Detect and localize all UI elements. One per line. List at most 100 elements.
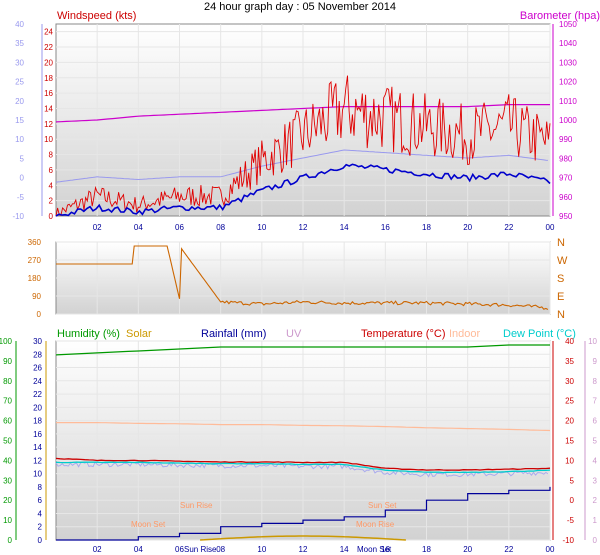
time-tick: 06 xyxy=(175,545,184,554)
dewpoint-line xyxy=(55,461,551,474)
compass-tick: E xyxy=(557,291,564,303)
barometer-tick: 970 xyxy=(559,174,573,183)
temperature-tick: 25 xyxy=(565,397,574,406)
legend-indoor: Indoor xyxy=(449,328,481,340)
axis-sun-moon-labels: Sun Rise Moon Set xyxy=(184,545,392,554)
uv-tick: 9 xyxy=(593,357,598,366)
humidity-line xyxy=(55,344,550,356)
wind-ghost-line xyxy=(55,149,548,183)
time-tick: 14 xyxy=(340,223,349,232)
solar-tick: 2 xyxy=(38,523,43,532)
temperature-tick: 5 xyxy=(570,476,575,485)
humidity-tick: 80 xyxy=(3,377,12,386)
temperature-tick: 30 xyxy=(565,377,574,386)
humidity-tick: 90 xyxy=(3,357,12,366)
wind-secondary-tick: 25 xyxy=(15,78,24,87)
solar-tick: 14 xyxy=(33,443,42,452)
uv-tick: 6 xyxy=(593,417,598,426)
solar-tick: 8 xyxy=(38,483,43,492)
time-tick: 20 xyxy=(463,545,472,554)
time-tick: 12 xyxy=(299,223,308,232)
humidity-tick: 0 xyxy=(8,536,13,545)
solar-tick: 24 xyxy=(33,377,42,386)
uv-tick: 2 xyxy=(593,496,598,505)
uv-tick: 8 xyxy=(593,377,598,386)
solar-tick: 20 xyxy=(33,403,42,412)
indoor-line xyxy=(56,422,551,432)
time-tick: 22 xyxy=(504,223,513,232)
barometer-axis-label: Barometer (hpa) xyxy=(520,10,600,22)
barometer-tick: 960 xyxy=(559,193,573,202)
climate-series xyxy=(55,344,551,541)
humidity-tick: 100 xyxy=(0,337,13,346)
uv-tick: 1 xyxy=(593,516,598,525)
windspeed-tick: 14 xyxy=(44,104,53,113)
solar-tick: 22 xyxy=(33,390,42,399)
wind-secondary-tick: 20 xyxy=(15,97,24,106)
wind-secondary-ticks: -10 -5 0 5 10 15 20 25 30 35 40 xyxy=(12,20,24,221)
wind-secondary-tick: 10 xyxy=(15,135,24,144)
humidity-ticks: 0 10 20 30 40 50 60 70 80 90 100 xyxy=(0,337,13,545)
time-tick: 12 xyxy=(299,545,308,554)
solar-tick: 26 xyxy=(33,364,42,373)
uv-tick: 10 xyxy=(588,337,597,346)
time-tick: 06 xyxy=(175,223,184,232)
time-tick: 18 xyxy=(422,223,431,232)
barometer-tick: 1040 xyxy=(559,39,577,48)
legend-uv: UV xyxy=(286,328,302,340)
chart-title: 24 hour graph day : 05 November 2014 xyxy=(204,1,396,13)
humidity-tick: 60 xyxy=(3,417,12,426)
barometer-line xyxy=(55,104,550,123)
wind-secondary-tick: 15 xyxy=(15,116,24,125)
compass-tick: S xyxy=(557,273,564,285)
temperature-tick: 20 xyxy=(565,417,574,426)
wind-average-line xyxy=(55,163,551,217)
windspeed-axis-label: Windspeed (kts) xyxy=(57,10,136,22)
legend-temperature: Temperature (°C) xyxy=(361,328,445,340)
wind-secondary-tick: 0 xyxy=(20,174,25,183)
windspeed-tick: 0 xyxy=(49,212,54,221)
windspeed-tick: 18 xyxy=(44,74,53,83)
compass-tick: N xyxy=(557,237,565,249)
time-tick: 00 xyxy=(546,545,555,554)
barometer-tick: 1050 xyxy=(559,20,577,29)
wind-secondary-tick: -10 xyxy=(12,212,24,221)
direction-series xyxy=(56,245,549,310)
time-tick: 08 xyxy=(216,545,225,554)
direction-tick: 180 xyxy=(28,274,42,283)
legend-solar: Solar xyxy=(126,328,152,340)
time-tick: 00 xyxy=(546,223,555,232)
windspeed-tick: 16 xyxy=(44,89,53,98)
wind-secondary-tick: 40 xyxy=(15,20,24,29)
solar-tick: 12 xyxy=(33,456,42,465)
rainfall-line xyxy=(56,486,551,541)
barometer-tick: 980 xyxy=(559,154,573,163)
humidity-tick: 70 xyxy=(3,397,12,406)
direction-line xyxy=(56,245,549,310)
legend-dewpoint: Dew Point (°C) xyxy=(503,328,576,340)
wind-secondary-tick: -5 xyxy=(17,193,25,202)
time-tick: 04 xyxy=(134,545,143,554)
windspeed-tick: 2 xyxy=(49,197,54,206)
wind-time-ticks: 02 04 06 08 10 12 14 16 18 20 22 00 xyxy=(93,223,555,232)
solar-tick: 28 xyxy=(33,350,42,359)
solar-line xyxy=(200,535,406,541)
uv-ticks: 0 1 2 3 4 5 6 7 8 9 10 xyxy=(588,337,597,545)
humidity-tick: 10 xyxy=(3,516,12,525)
time-tick: 14 xyxy=(340,545,349,554)
humidity-tick: 30 xyxy=(3,476,12,485)
humidity-tick: 40 xyxy=(3,456,12,465)
barometer-tick: 990 xyxy=(559,135,573,144)
temperature-ticks: -10 -5 0 5 10 15 20 25 30 35 40 xyxy=(562,337,574,545)
compass-tick: N xyxy=(557,309,565,321)
temperature-line xyxy=(55,457,551,471)
time-tick: 18 xyxy=(422,545,431,554)
solar-tick: 10 xyxy=(33,470,42,479)
time-tick: 08 xyxy=(216,223,225,232)
barometer-ticks: 950 960 970 980 990 1000 1010 1020 1030 1040 1050 xyxy=(559,20,577,221)
windspeed-tick: 24 xyxy=(44,28,53,37)
direction-degree-ticks: 0 90 180 270 360 xyxy=(28,238,42,319)
temperature-tick: 40 xyxy=(565,337,574,346)
windspeed-tick: 20 xyxy=(44,58,53,67)
